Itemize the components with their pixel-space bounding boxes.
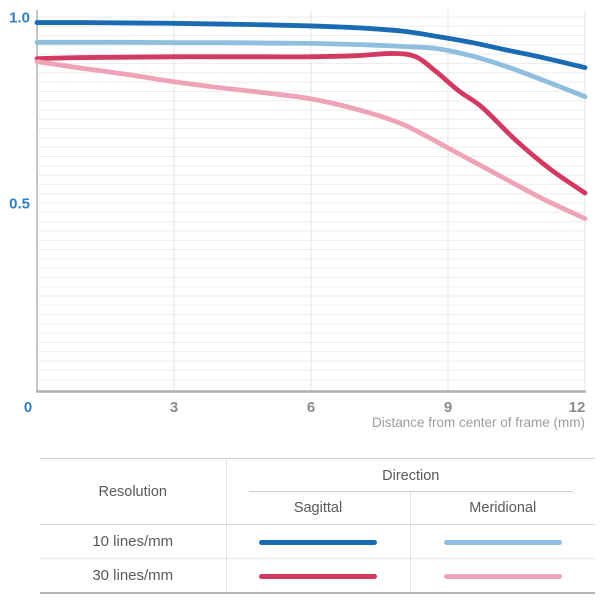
- curve-30-meridional: [34, 59, 588, 222]
- direction-header-label: Direction: [382, 467, 440, 484]
- legend-row-10-lines: 10 lines/mm: [40, 524, 595, 559]
- legend-cell-10-meridional: [410, 524, 595, 559]
- legend-header-row: Resolution Direction: [40, 458, 595, 525]
- direction-underline: [248, 491, 573, 492]
- legend-swatch-10-sagittal: [259, 539, 377, 545]
- mtf-chart: 1.0 0.5 0 3 6 9 12 Distance from center of fram…: [9, 10, 588, 430]
- legend-row-30-lines: 30 lines/mm: [40, 558, 595, 593]
- x-axis-title: Distance from center of frame (mm): [372, 415, 585, 430]
- curve-10-meridional: [34, 39, 588, 100]
- sagittal-column-header: Sagittal: [226, 492, 411, 525]
- resolution-label-10: 10 lines/mm: [40, 524, 227, 559]
- legend-subheader-row: Sagittal Meridional: [40, 492, 595, 525]
- curve-30-sagittal: [34, 51, 588, 196]
- legend-cell-30-sagittal: [226, 558, 411, 593]
- curve-10-sagittal: [34, 20, 588, 70]
- x-tick-label: 3: [170, 399, 178, 416]
- x-tick-label: 12: [569, 399, 586, 416]
- x-tick-label: 9: [444, 399, 452, 416]
- legend-swatch-30-meridional: [443, 573, 562, 579]
- legend-swatch-30-sagittal: [259, 573, 377, 579]
- legend-swatch-10-meridional: [443, 539, 562, 545]
- resolution-label-30: 30 lines/mm: [40, 558, 227, 593]
- legend-cell-30-meridional: [410, 558, 595, 593]
- meridional-column-header: Meridional: [469, 500, 537, 516]
- legend-table: Resolution Direction Sagittal Meridional…: [40, 458, 595, 594]
- legend-cell-10-sagittal: [226, 524, 411, 559]
- x-tick-label: 0: [24, 399, 32, 416]
- y-tick-label: 1.0: [9, 10, 30, 27]
- direction-header: Direction: [226, 459, 595, 492]
- y-tick-label: 0.5: [9, 196, 30, 213]
- x-tick-label: 6: [307, 399, 315, 416]
- resolution-header: Resolution: [40, 458, 227, 525]
